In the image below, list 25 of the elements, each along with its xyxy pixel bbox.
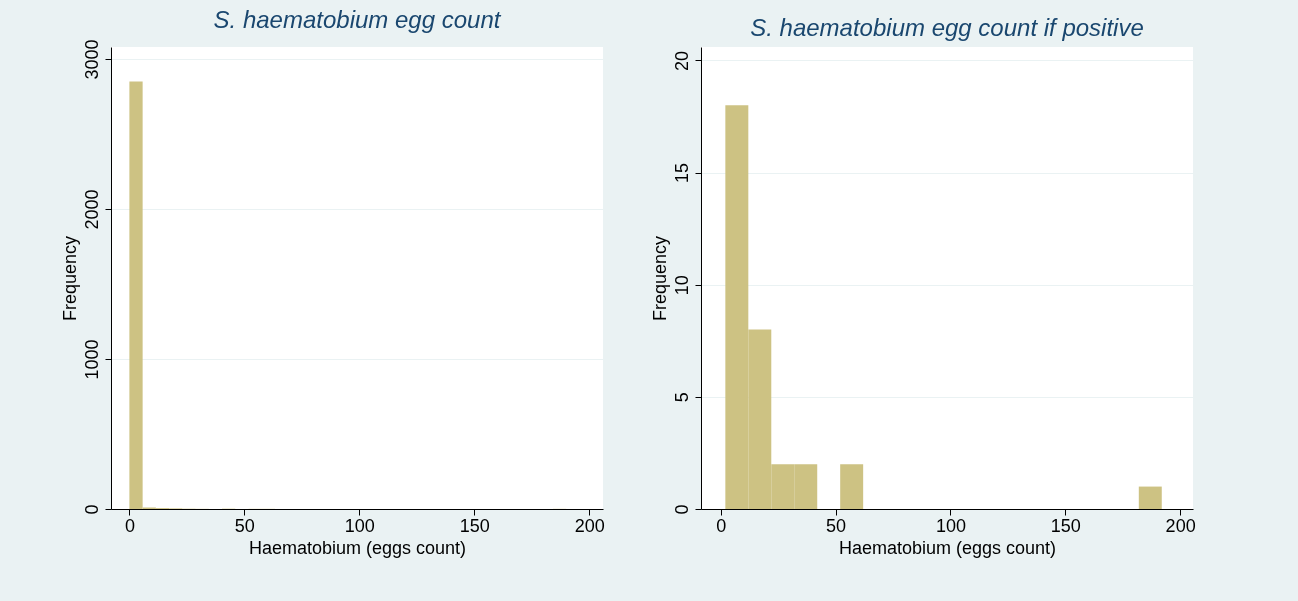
- y-tick-label: 15: [671, 163, 692, 184]
- chart-title: S. haematobium egg count if positive: [750, 14, 1144, 41]
- x-tick-label: 200: [574, 515, 605, 536]
- y-tick-label: 3000: [81, 39, 102, 80]
- x-axis-title: Haematobium (eggs count): [248, 537, 467, 558]
- y-tick-label: 0: [81, 504, 102, 515]
- y-axis-title: Frequency: [649, 235, 670, 322]
- x-tick-label: 150: [1050, 515, 1081, 536]
- x-axis-title: Haematobium (eggs count): [838, 537, 1057, 558]
- y-tick-label: 2000: [81, 189, 102, 230]
- y-tick-label: 20: [671, 50, 692, 71]
- x-tick-label: 150: [459, 515, 490, 536]
- x-tick-label: 200: [1165, 515, 1196, 536]
- y-tick-label: 5: [671, 392, 692, 403]
- x-tick-label: 50: [234, 515, 255, 536]
- x-tick-label: 0: [716, 515, 727, 536]
- y-axis-title: Frequency: [59, 235, 80, 322]
- x-tick-label: 100: [935, 515, 966, 536]
- x-tick-label: 100: [344, 515, 375, 536]
- y-tick-label: 10: [671, 275, 692, 296]
- x-tick-label: 50: [826, 515, 847, 536]
- x-tick-label: 0: [124, 515, 135, 536]
- y-tick-label: 0: [671, 504, 692, 515]
- y-tick-label: 1000: [81, 339, 102, 380]
- chart-title: S. haematobium egg count: [213, 5, 502, 33]
